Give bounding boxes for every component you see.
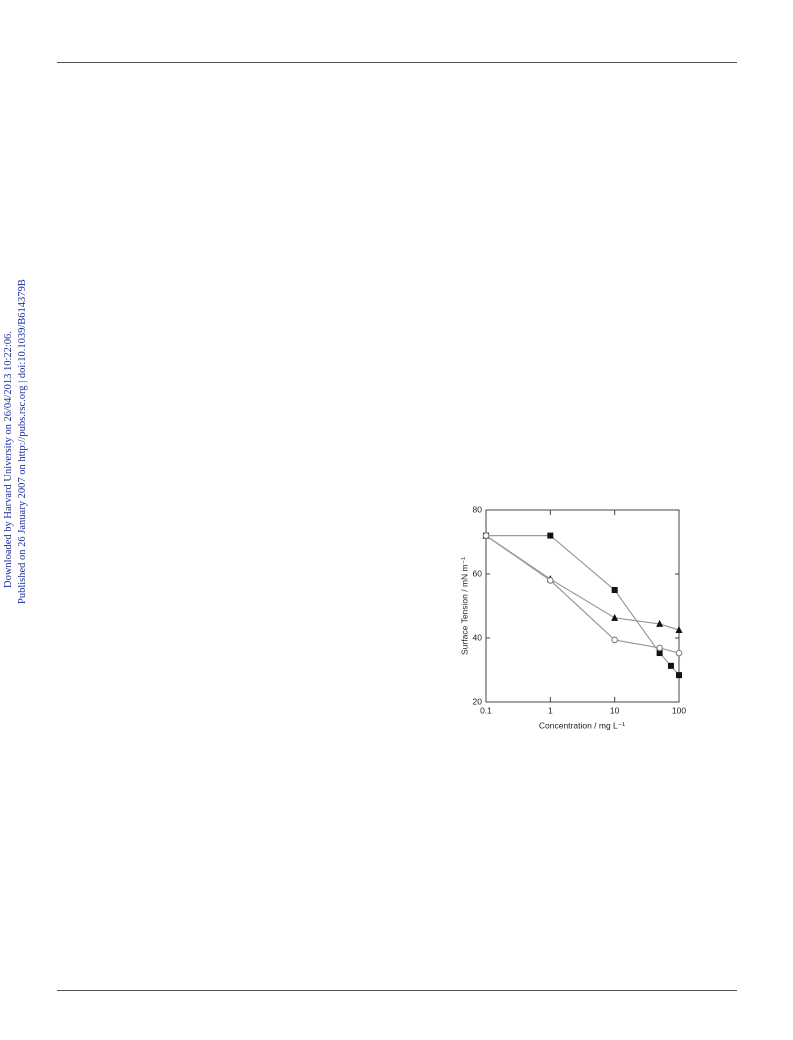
x-tick-label: 100 bbox=[672, 705, 686, 715]
data-point bbox=[482, 532, 490, 539]
data-point bbox=[676, 672, 682, 679]
data-point bbox=[656, 619, 664, 627]
data-point bbox=[656, 650, 663, 657]
data-point bbox=[656, 644, 663, 652]
x-tick-label: 10 bbox=[610, 705, 620, 715]
bottom-rule bbox=[57, 990, 737, 991]
data-point bbox=[547, 577, 554, 584]
y-tick-label: 40 bbox=[473, 632, 483, 642]
series-line bbox=[486, 534, 680, 676]
data-point bbox=[547, 532, 554, 539]
x-tick-label: 1 bbox=[548, 705, 553, 715]
y-axis-label: Surface Tension / mN m⁻¹ bbox=[459, 557, 469, 655]
data-point bbox=[611, 587, 618, 593]
data-point bbox=[675, 626, 683, 633]
series-line bbox=[485, 535, 680, 631]
y-tick-label: 80 bbox=[473, 504, 483, 514]
data-point bbox=[667, 662, 674, 669]
x-axis-label: Concentration / mg L⁻¹ bbox=[539, 720, 625, 730]
data-point bbox=[611, 613, 619, 621]
data-point bbox=[611, 636, 618, 644]
x-tick-label: 0.1 bbox=[480, 705, 492, 715]
series-line bbox=[485, 535, 680, 654]
data-point bbox=[675, 649, 683, 657]
y-tick-label: 20 bbox=[473, 696, 483, 706]
plot-frame bbox=[485, 509, 680, 703]
top-rule bbox=[57, 62, 737, 63]
y-tick-label: 60 bbox=[473, 568, 483, 578]
